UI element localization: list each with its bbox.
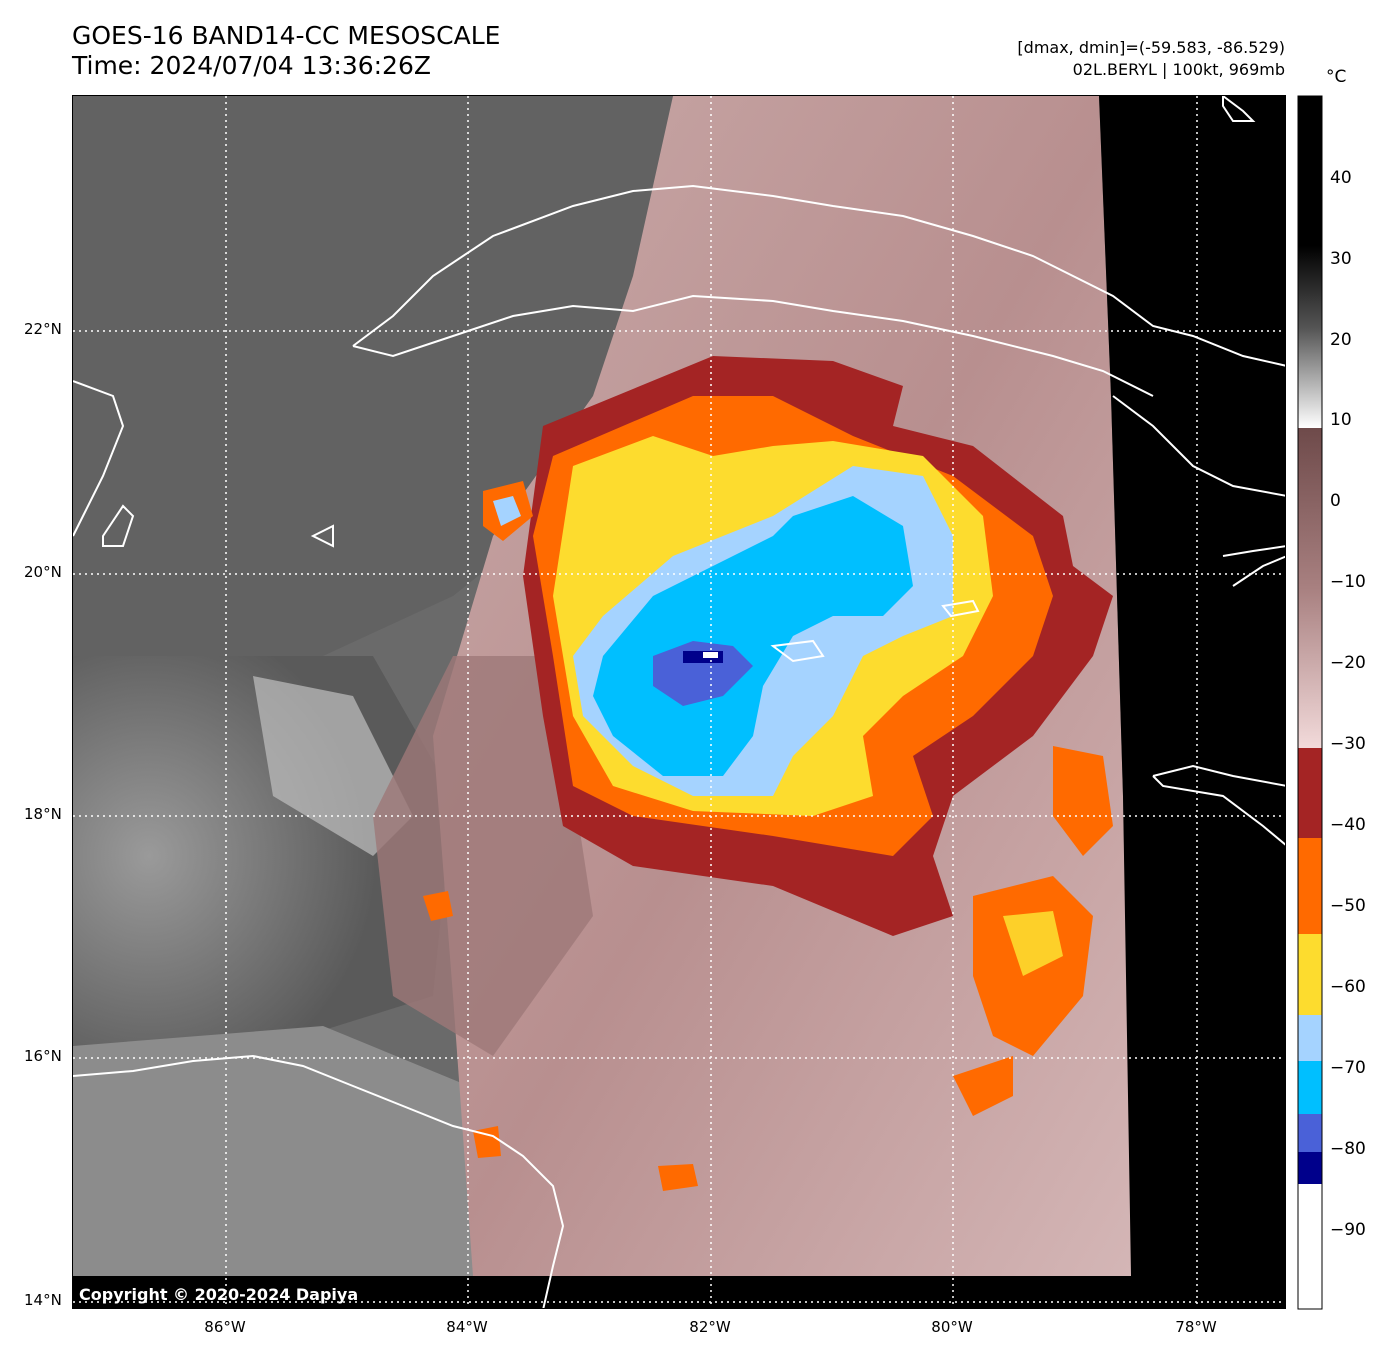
colorbar-yellow-segment [1298,934,1322,1015]
lon-label-78w: 78°W [1175,1318,1217,1336]
temperature-colorbar [1297,95,1323,1310]
colorbar-tick-30: 30 [1330,249,1352,269]
colorbar-unit: °C [1326,67,1347,87]
convection-level-70 [593,496,913,776]
no-data-region [1099,96,1285,1308]
dmax-dmin-info: [dmax, dmin]=(-59.583, -86.529) [1017,38,1285,57]
lat-label-22n: 22°N [24,320,62,338]
lon-label-86w: 86°W [204,1318,246,1336]
infrared-imagery [73,96,1285,1308]
eastern-cell [1053,746,1113,856]
colorbar-tick-minus60: −60 [1330,977,1366,997]
title-line-1: GOES-16 BAND14-CC MESOSCALE [72,21,501,50]
convection-level-80 [653,641,753,706]
lat-label-18n: 18°N [24,805,62,823]
colorbar-navy-segment [1298,1152,1322,1184]
lat-label-20n: 20°N [24,563,62,581]
colorbar-tick-minus50: −50 [1330,896,1366,916]
southeastern-cell-core [1003,911,1063,976]
colorbar-tick-minus20: −20 [1330,653,1366,673]
colorbar-blue-segment [1298,1061,1322,1114]
colorbar-royalblue-segment [1298,1114,1322,1152]
colorbar-tick-minus80: −80 [1330,1139,1366,1159]
lon-label-80w: 80°W [931,1318,973,1336]
south-cell [953,1056,1013,1116]
colorbar-lightblue-segment [1298,1015,1322,1061]
lon-label-84w: 84°W [446,1318,488,1336]
copyright-notice: Copyright © 2020-2024 Dapiya [79,1285,359,1304]
colorbar-white-segment [1298,1184,1322,1309]
southwest-cloud-region [73,1026,553,1276]
convective-cell-core [493,496,521,526]
lon-label-82w: 82°W [689,1318,731,1336]
honduras-cell [473,1126,501,1158]
bright-cloud-band [253,676,413,856]
lat-label-14n: 14°N [24,1291,62,1309]
satellite-map: Copyright © 2020-2024 Dapiya [72,95,1286,1309]
colorbar-tick-minus10: −10 [1330,572,1366,592]
colorbar-tick-minus70: −70 [1330,1058,1366,1078]
storm-info: 02L.BERYL | 100kt, 969mb [1072,60,1285,79]
title-line-2: Time: 2024/07/04 13:36:26Z [72,51,431,80]
colorbar-tick-0: 0 [1330,491,1341,511]
western-rainband [373,656,593,1056]
western-cell [423,891,453,921]
colorbar-tick-10: 10 [1330,410,1352,430]
colorbar-tick-minus30: −30 [1330,734,1366,754]
colorbar-grey-segment [1298,96,1322,428]
south-small-cell [658,1164,698,1191]
colorbar-border [1297,95,1323,1310]
graticule [73,96,1285,1308]
gulf-cloud-region [73,96,693,696]
colorbar-brown-segment [1298,428,1322,748]
colorbar-tick-minus40: −40 [1330,815,1366,835]
colorbar-tick-minus90: −90 [1330,1220,1366,1240]
coastlines [73,96,1285,1308]
colorbar-orange-segment [1298,838,1322,934]
colorbar-tick-40: 40 [1330,168,1352,188]
lat-label-16n: 16°N [24,1047,62,1065]
colorbar-tick-20: 20 [1330,330,1352,350]
colorbar-red-segment [1298,748,1322,838]
